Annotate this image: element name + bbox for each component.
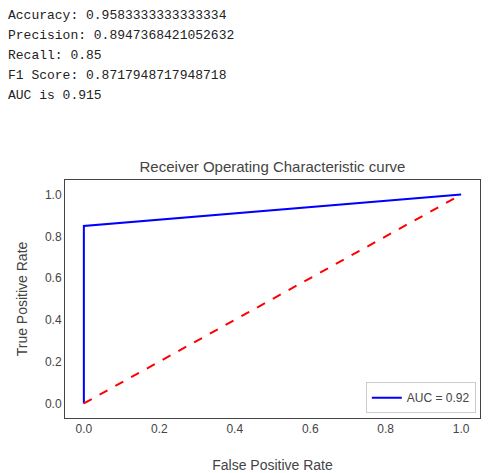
svg-text:AUC = 0.92: AUC = 0.92 <box>407 391 470 405</box>
svg-text:Receiver Operating Characteris: Receiver Operating Characteristic curve <box>140 158 406 175</box>
svg-text:False Positive Rate: False Positive Rate <box>212 457 333 473</box>
svg-text:0.0: 0.0 <box>45 397 62 411</box>
svg-text:0.2: 0.2 <box>151 422 168 436</box>
svg-text:AUC is 0.915: AUC is 0.915 <box>8 88 102 103</box>
svg-text:1.0: 1.0 <box>45 188 62 202</box>
svg-text:0.8: 0.8 <box>45 230 62 244</box>
svg-text:0.0: 0.0 <box>76 422 93 436</box>
svg-text:0.6: 0.6 <box>302 422 319 436</box>
svg-text:1.0: 1.0 <box>453 422 470 436</box>
svg-text:0.2: 0.2 <box>45 355 62 369</box>
svg-text:True Positive Rate: True Positive Rate <box>14 241 30 356</box>
svg-text:F1 Score: 0.8717948717948718: F1 Score: 0.8717948717948718 <box>8 68 226 83</box>
svg-text:0.4: 0.4 <box>45 313 62 327</box>
svg-text:0.4: 0.4 <box>226 422 243 436</box>
svg-text:0.6: 0.6 <box>45 271 62 285</box>
svg-text:Precision: 0.8947368421052632: Precision: 0.8947368421052632 <box>8 28 234 43</box>
svg-text:Recall: 0.85: Recall: 0.85 <box>8 48 102 63</box>
svg-text:0.8: 0.8 <box>377 422 394 436</box>
svg-text:Accuracy: 0.9583333333333334: Accuracy: 0.9583333333333334 <box>8 8 227 23</box>
